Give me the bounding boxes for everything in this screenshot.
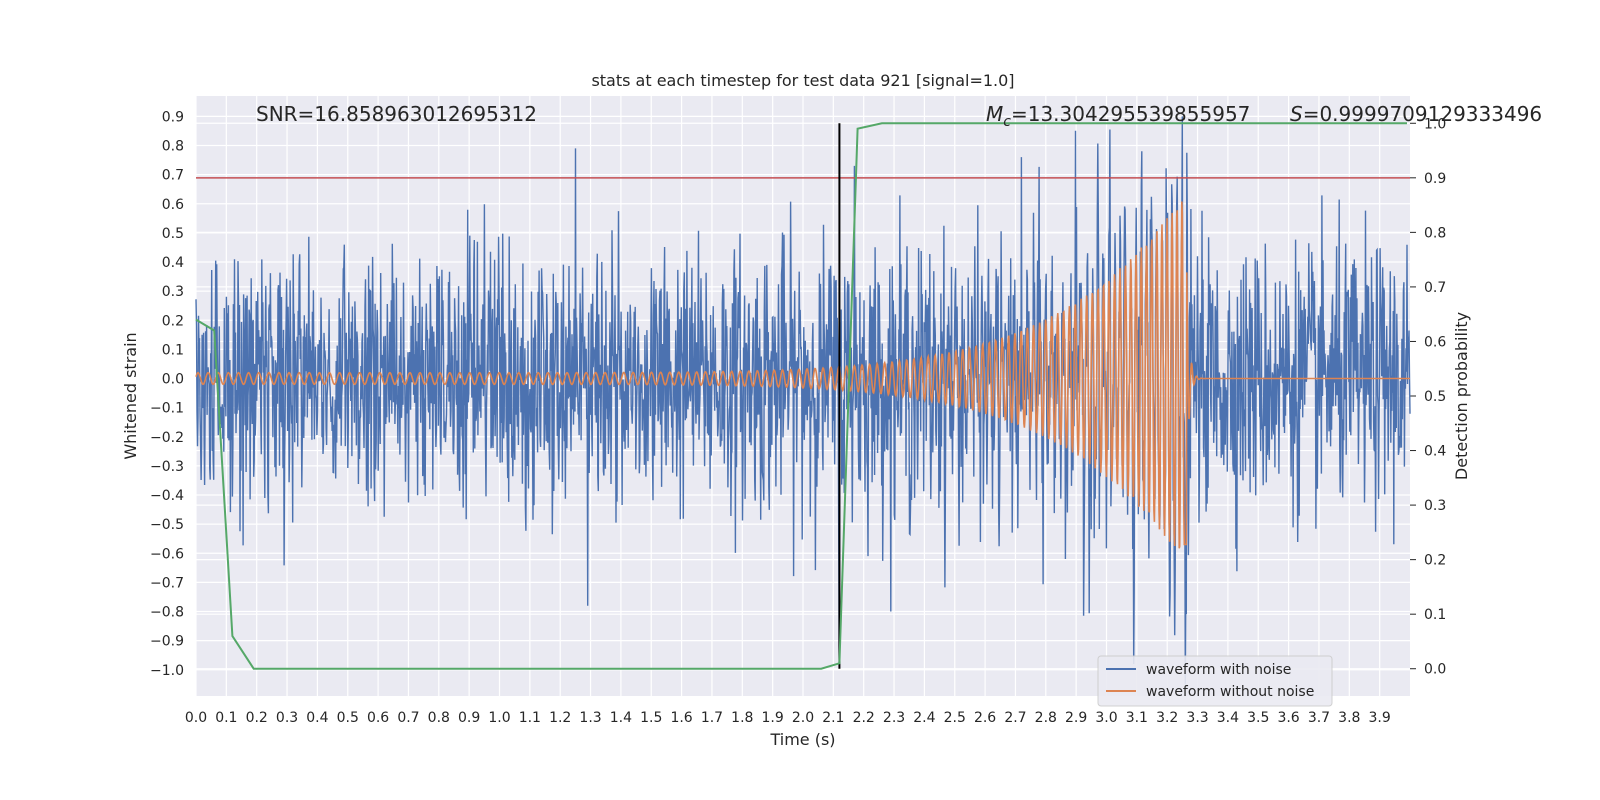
x-tick-label: 1.4 [610, 710, 632, 726]
y-right-tick-label: 0.8 [1424, 225, 1446, 241]
x-tick-label: 1.7 [701, 710, 723, 726]
x-tick-label: 2.7 [1004, 710, 1026, 726]
x-tick-label: 0.4 [306, 710, 328, 726]
x-tick-label: 3.4 [1217, 710, 1239, 726]
y-tick-label: −0.5 [150, 517, 184, 533]
y-tick-label: 0.5 [162, 226, 184, 242]
y-tick-label: −0.2 [150, 430, 184, 446]
y-tick-label: −0.1 [150, 401, 184, 417]
y-tick-label: 0.6 [162, 197, 184, 213]
y-tick-labels: 0.9 0.8 0.7 0.6 0.5 0.4 0.3 0.2 0.1 0.0 −0.1 −0.2 −0… [150, 109, 184, 678]
x-tick-label: 3.9 [1369, 710, 1391, 726]
y-tick-label: −0.3 [150, 459, 184, 475]
y-tick-label: 0.0 [162, 372, 184, 388]
y-right-tick-label: 0.2 [1424, 553, 1446, 569]
y-right-tick-label: 1.0 [1424, 116, 1446, 132]
y-right-tick-label: 0.3 [1424, 498, 1446, 514]
x-tick-label: 1.0 [488, 710, 510, 726]
chirp-mass-symbol: M [986, 102, 1003, 126]
x-tick-label: 1.8 [731, 710, 753, 726]
x-tick-label: 1.2 [549, 710, 571, 726]
snr-annotation: SNR=16.858963012695312 [256, 102, 537, 126]
y-right-tick-label: 0.4 [1424, 444, 1446, 460]
x-tick-label: 3.0 [1095, 710, 1117, 726]
x-tick-label: 2.1 [822, 710, 844, 726]
x-tick-label: 1.1 [519, 710, 541, 726]
x-tick-label: 1.3 [579, 710, 601, 726]
series-waveform-without-noise [195, 201, 1410, 549]
series-waveform-with-noise [195, 116, 1411, 685]
series-detection-probability [195, 122, 1407, 670]
x-tick-label: 0.9 [458, 710, 480, 726]
x-tick-label: 0.8 [428, 710, 450, 726]
x-tick-label: 2.9 [1065, 710, 1087, 726]
chirp-mass-value: =13.304295539855957 [1011, 102, 1250, 126]
x-tick-labels: 0.0 0.1 0.2 0.3 0.4 0.5 0.6 0.7 0.8 0.9 1.0 1.1 1.2 1… [185, 710, 1391, 726]
y-right-tick-label: 0.9 [1424, 171, 1446, 187]
chirp-mass-annotation: Mc=13.304295539855957 [986, 102, 1250, 130]
x-tick-label: 0.7 [397, 710, 419, 726]
grid-horizontal [196, 115, 1410, 671]
y-tick-label: 0.4 [162, 255, 184, 271]
x-tick-label: 0.6 [367, 710, 389, 726]
legend-label-clean: waveform without noise [1146, 684, 1314, 700]
score-annotation: S=0.9999709129333496 [1290, 102, 1542, 126]
legend: waveform with noise waveform without noi… [1097, 655, 1333, 707]
x-tick-label: 2.2 [853, 710, 875, 726]
y-tick-label: 0.8 [162, 139, 184, 155]
score-value: =0.9999709129333496 [1303, 102, 1542, 126]
x-tick-label: 2.4 [913, 710, 935, 726]
legend-box [1097, 655, 1333, 707]
y-right-tick-label: 0.6 [1424, 334, 1446, 350]
x-tick-label: 3.5 [1247, 710, 1269, 726]
chart-title: stats at each timestep for test data 921… [591, 71, 1014, 90]
y-tick-label: 0.3 [162, 284, 184, 300]
y-tick-label: −0.9 [150, 634, 184, 650]
y-tick-label: 0.7 [162, 168, 184, 184]
x-tick-label: 2.6 [974, 710, 996, 726]
x-tick-label: 1.6 [670, 710, 692, 726]
x-tick-label: 1.9 [762, 710, 784, 726]
x-tick-label: 0.5 [337, 710, 359, 726]
x-tick-label: 2.0 [792, 710, 814, 726]
x-tick-label: 1.5 [640, 710, 662, 726]
chirp-mass-subscript: c [1003, 114, 1011, 130]
x-tick-label: 3.8 [1338, 710, 1360, 726]
y-right-tick-labels: 1.0 0.9 0.8 0.7 0.6 0.5 0.4 0.3 0.2 0.1 0.0 [1424, 116, 1446, 677]
score-symbol: S [1290, 102, 1303, 126]
y-tick-label: −0.8 [150, 605, 184, 621]
x-axis-label: Time (s) [769, 730, 835, 749]
y-right-tick-label: 0.7 [1424, 280, 1446, 296]
x-tick-label: 0.0 [185, 710, 207, 726]
y-tick-label: −0.7 [150, 575, 184, 591]
y-tick-label: 0.9 [162, 109, 184, 125]
x-tick-label: 2.3 [883, 710, 905, 726]
y-right-tick-label: 0.1 [1424, 607, 1446, 623]
x-tick-label: 2.5 [944, 710, 966, 726]
y-tick-label: 0.2 [162, 313, 184, 329]
y-right-tick-label: 0.0 [1424, 662, 1446, 678]
y-right-tick-label: 0.5 [1424, 389, 1446, 405]
y-right-axis-label: Detection probability [1452, 312, 1471, 480]
legend-label-noise: waveform with noise [1146, 662, 1291, 678]
x-tick-label: 3.1 [1126, 710, 1148, 726]
y-tick-label: −0.6 [150, 546, 184, 562]
x-tick-label: 2.8 [1035, 710, 1057, 726]
x-tick-label: 0.1 [215, 710, 237, 726]
x-tick-label: 3.7 [1308, 710, 1330, 726]
x-tick-label: 3.2 [1156, 710, 1178, 726]
y-tick-label: −1.0 [150, 663, 184, 679]
y-tick-label: 0.1 [162, 342, 184, 358]
y-axis-label: Whitened strain [121, 332, 140, 459]
y-tick-label: −0.4 [150, 488, 184, 504]
x-tick-label: 0.2 [246, 710, 268, 726]
x-tick-label: 3.3 [1186, 710, 1208, 726]
x-tick-label: 0.3 [276, 710, 298, 726]
x-tick-label: 3.6 [1277, 710, 1299, 726]
